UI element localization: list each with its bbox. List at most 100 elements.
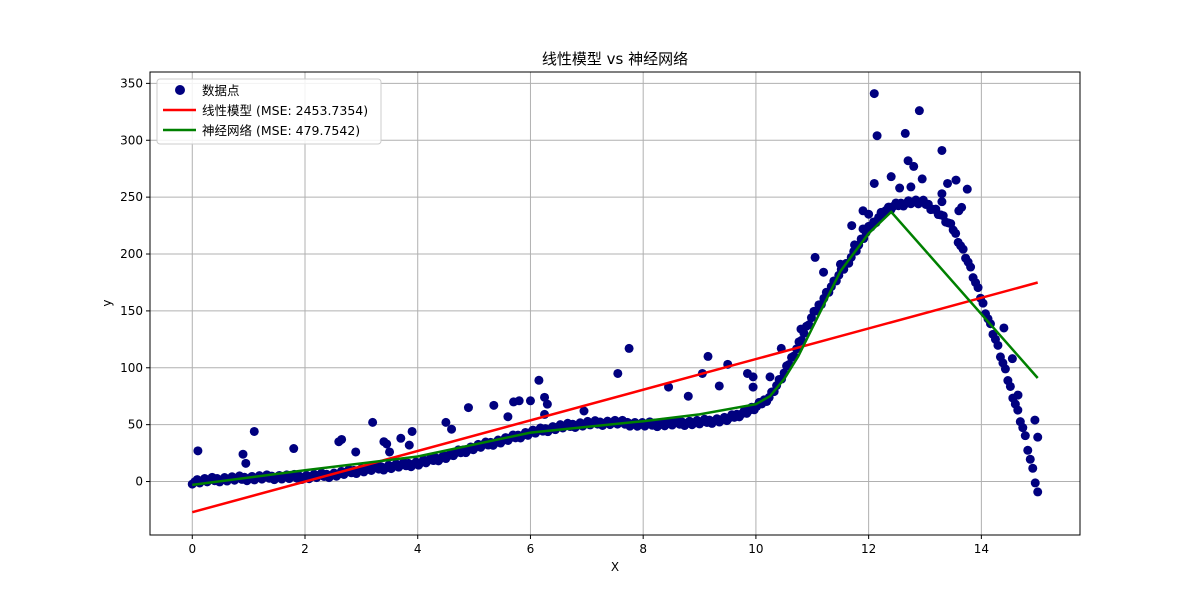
x-tick-label: 6 xyxy=(527,542,535,556)
data-point-outlier xyxy=(796,324,806,334)
data-point xyxy=(1030,478,1040,488)
data-point-outlier xyxy=(1013,390,1023,400)
data-point-outlier xyxy=(748,372,758,382)
data-point-outlier xyxy=(382,439,392,449)
data-point-outlier xyxy=(869,178,879,188)
data-point-outlier xyxy=(748,382,758,392)
data-point xyxy=(1020,431,1030,441)
y-tick-label: 200 xyxy=(120,247,143,261)
data-point-outlier xyxy=(1007,354,1017,364)
data-point-outlier xyxy=(368,417,378,427)
data-point-outlier xyxy=(714,381,724,391)
data-point-outlier xyxy=(351,447,361,457)
data-point-outlier xyxy=(1033,432,1043,442)
legend-label-points: 数据点 xyxy=(202,83,240,98)
data-point-outlier xyxy=(579,406,589,416)
data-point-outlier xyxy=(463,403,473,413)
legend: 数据点 线性模型 (MSE: 2453.7354) 神经网络 (MSE: 479… xyxy=(156,78,382,145)
data-point-outlier xyxy=(525,396,535,406)
data-point-outlier xyxy=(664,382,674,392)
legend-label-neural: 神经网络 (MSE: 479.7542) xyxy=(202,123,360,138)
data-point-outlier xyxy=(886,172,896,182)
data-point-outlier xyxy=(962,184,972,194)
data-point-outlier xyxy=(613,368,623,378)
x-tick-label: 0 xyxy=(188,542,196,556)
plot-frame xyxy=(149,71,1081,536)
data-point xyxy=(1018,423,1028,433)
data-point-outlier xyxy=(396,433,406,443)
data-point-outlier xyxy=(703,351,713,361)
y-tick-label: 150 xyxy=(120,304,143,318)
chart-title: 线性模型 vs 神经网络 xyxy=(542,50,688,68)
data-point-outlier xyxy=(337,434,347,444)
data-point xyxy=(978,298,988,308)
legend-box xyxy=(156,78,382,145)
x-tick-label: 8 xyxy=(639,542,647,556)
x-tick-label: 12 xyxy=(861,542,876,556)
data-point xyxy=(1013,405,1023,415)
data-point-outlier xyxy=(289,444,299,454)
data-point xyxy=(804,320,814,330)
data-point-outlier xyxy=(249,426,259,436)
y-tick-label: 0 xyxy=(135,475,143,489)
data-point-outlier xyxy=(447,424,457,434)
data-point xyxy=(993,340,1003,350)
data-point-outlier xyxy=(917,174,927,184)
y-axis-label: y xyxy=(100,299,114,306)
data-point-outlier xyxy=(540,392,550,402)
data-point-outlier xyxy=(1030,415,1040,425)
neural-network-line xyxy=(192,210,1039,487)
data-point-outlier xyxy=(850,240,860,250)
data-point-outlier xyxy=(193,446,203,456)
data-point xyxy=(973,283,983,293)
data-point-outlier xyxy=(943,178,953,188)
data-point xyxy=(1025,454,1035,464)
y-tick-label: 300 xyxy=(120,133,143,147)
data-point-outlier xyxy=(858,224,868,234)
x-tick-label: 14 xyxy=(974,542,989,556)
data-point xyxy=(1005,381,1015,391)
data-point-outlier xyxy=(624,343,634,353)
data-point-outlier xyxy=(407,426,417,436)
data-point xyxy=(958,244,968,254)
data-point xyxy=(1033,487,1043,497)
axis-ticks: 0 2 4 6 8 10 12 14 0 50 100 150 200 250 300 350 xyxy=(120,76,989,556)
data-point-outlier xyxy=(869,89,879,99)
data-point-outlier xyxy=(542,399,552,409)
data-point-outlier xyxy=(514,396,524,406)
legend-label-linear: 线性模型 (MSE: 2453.7354) xyxy=(202,103,368,118)
data-point-outlier xyxy=(238,449,248,459)
data-point-outlier xyxy=(385,447,395,457)
data-point-outlier xyxy=(937,189,947,199)
x-tick-label: 2 xyxy=(301,542,309,556)
data-point xyxy=(966,262,976,272)
data-point-outlier xyxy=(909,161,919,171)
data-point-outlier xyxy=(900,128,910,138)
plot-area xyxy=(187,89,1043,514)
data-point xyxy=(1023,445,1033,455)
data-point-outlier xyxy=(404,440,414,450)
data-point-outlier xyxy=(864,209,874,219)
data-point-outlier xyxy=(937,197,947,207)
data-point-outlier xyxy=(895,183,905,193)
data-point-outlier xyxy=(847,221,857,231)
data-point-outlier xyxy=(957,202,967,212)
data-point-outlier xyxy=(906,182,916,192)
linear-model-line xyxy=(191,281,1039,514)
legend-marker-points xyxy=(175,85,185,95)
data-point-outlier xyxy=(914,106,924,116)
x-tick-label: 4 xyxy=(414,542,422,556)
data-point xyxy=(1028,463,1038,473)
data-point-outlier xyxy=(683,391,693,401)
data-point-outlier xyxy=(819,267,829,277)
y-tick-label: 100 xyxy=(120,361,143,375)
data-point xyxy=(1000,364,1010,374)
x-tick-label: 10 xyxy=(748,542,763,556)
data-point-outlier xyxy=(441,417,451,427)
data-point-outlier xyxy=(872,131,882,141)
data-point-outlier xyxy=(951,175,961,185)
y-tick-label: 350 xyxy=(120,76,143,90)
data-point xyxy=(951,228,961,238)
y-tick-label: 250 xyxy=(120,190,143,204)
